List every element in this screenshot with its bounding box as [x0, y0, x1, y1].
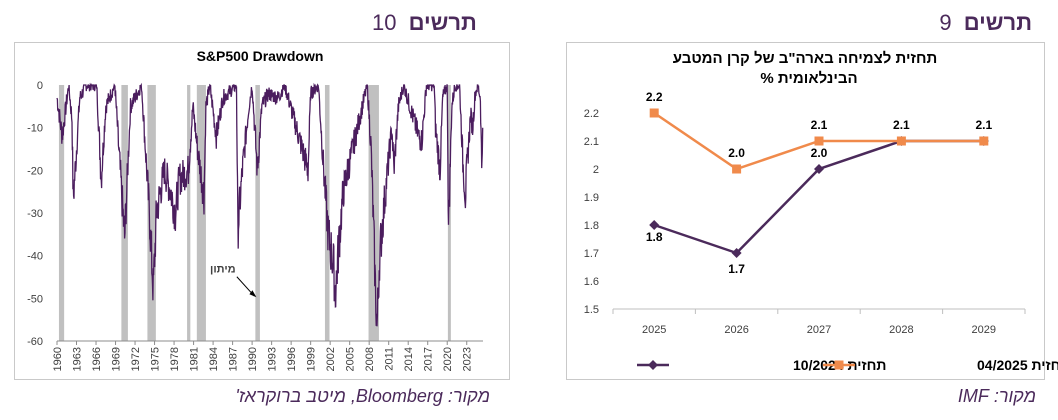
imf-y-tick-label-7: 1.5: [584, 304, 599, 316]
x-tick-label-4: 1972: [130, 347, 142, 371]
y-tick-label-6: -60: [27, 336, 43, 348]
x-tick-label-12: 1996: [286, 347, 298, 371]
x-tick-label-5: 1975: [150, 347, 162, 371]
imf-forecast-chart: תחזית לצמיחה בארה"ב של קרן המטבע הבינלאומ…: [584, 50, 1058, 373]
chart-10-heading-word: תרשים: [408, 10, 477, 35]
x-tick-label-21: 2023: [462, 347, 474, 371]
y-tick-label-2: -20: [27, 165, 43, 177]
imf-y-tick-label-1: 2.1: [584, 136, 599, 148]
imf-data-label-1-2: 2.1: [811, 118, 828, 132]
imf-y-tick-label-3: 1.9: [584, 192, 599, 204]
imf-point-2024-0: [649, 220, 660, 230]
chart-9-heading: תרשים 9: [939, 10, 1032, 36]
drawdown-chart-title: S&P500 Drawdown: [197, 48, 324, 64]
imf-x-tick-label-0: 2025: [642, 324, 666, 336]
recession-band-3: [187, 85, 191, 341]
x-tick-label-8: 1984: [208, 347, 220, 371]
x-tick-label-10: 1990: [247, 347, 259, 371]
x-tick-label-19: 2017: [423, 347, 435, 371]
imf-data-label-0-0: 1.8: [646, 230, 663, 244]
recession-band-5: [255, 85, 260, 341]
chart-9-heading-word: תרשים: [963, 10, 1032, 35]
recession-annotation: מיתון: [210, 264, 236, 276]
imf-y-tick-label-2: 2: [593, 164, 599, 176]
imf-data-label-0-1: 1.7: [728, 262, 745, 276]
imf-x-tick-label-2: 2027: [807, 324, 831, 336]
imf-forecast-chart-panel: תחזית לצמיחה בארה"ב של קרן המטבע הבינלאומ…: [566, 42, 1058, 380]
imf-point-2025-1: [732, 164, 742, 174]
x-tick-label-14: 2002: [325, 347, 337, 371]
x-tick-label-7: 1981: [189, 347, 201, 371]
imf-data-label-1-4: 2.1: [975, 118, 992, 132]
drawdown-chart: S&P500 Drawdown 0 -10 -20 -30 -40 -50 -60 1960 19…: [27, 48, 484, 371]
drawdown-chart-panel: S&P500 Drawdown 0 -10 -20 -30 -40 -50 -60 1960 19…: [14, 42, 510, 380]
chart-10-heading-number: 10: [372, 10, 397, 35]
imf-y-tick-label-6: 1.6: [584, 276, 599, 288]
recession-band-8: [447, 85, 451, 341]
x-tick-label-18: 2014: [403, 347, 415, 371]
chart-10-source: מקור: Bloomberg, מיטב ברוקראז': [235, 386, 490, 406]
x-tick-label-6: 1978: [169, 347, 181, 371]
chart-9-heading-number: 9: [939, 10, 952, 35]
imf-y-tick-label-0: 2.2: [584, 108, 599, 120]
imf-point-2025-3: [896, 136, 906, 146]
y-tick-label-4: -40: [27, 251, 43, 263]
imf-data-label-1-3: 2.1: [893, 118, 910, 132]
recession-band-2: [147, 85, 156, 341]
x-tick-label-17: 2011: [384, 347, 396, 371]
drawdown-series-line: [56, 82, 484, 327]
legend-2024-swatch-marker: [648, 360, 658, 370]
imf-point-2025-4: [979, 136, 989, 146]
recession-band-0: [58, 85, 65, 341]
imf-point-2025-0: [649, 108, 659, 118]
chart-9-source: מקור: IMF: [957, 386, 1036, 406]
imf-chart-title-line-1: תחזית לצמיחה בארה"ב של קרן המטבע: [673, 50, 937, 67]
imf-x-tick-label-3: 2028: [889, 324, 913, 336]
imf-y-tick-label-4: 1.8: [584, 220, 599, 232]
x-tick-label-1: 1963: [72, 347, 84, 371]
y-tick-label-0: 0: [37, 80, 43, 92]
imf-data-label-1-1: 2.0: [728, 146, 745, 160]
y-tick-label-1: -10: [27, 123, 43, 135]
imf-chart-title-line-2: הבינלאומית %: [760, 70, 857, 87]
legend-2025-swatch-marker: [834, 360, 844, 370]
x-tick-label-11: 1993: [267, 347, 279, 371]
chart-10-heading: תרשים 10: [372, 10, 477, 36]
y-tick-label-5: -50: [27, 293, 43, 305]
imf-point-2024-2: [814, 164, 824, 174]
x-tick-label-0: 1960: [52, 347, 64, 371]
imf-data-label-1-0: 2.2: [646, 90, 663, 104]
x-tick-label-15: 2005: [345, 347, 357, 371]
recession-band-4: [196, 85, 206, 341]
x-tick-label-20: 2020: [442, 347, 454, 371]
legend-2025-label: תחזית 04/2025: [977, 357, 1058, 373]
imf-y-tick-label-5: 1.7: [584, 248, 599, 260]
imf-x-tick-label-1: 2026: [724, 324, 748, 336]
x-tick-label-2: 1966: [91, 347, 103, 371]
annotation-arrowhead: [249, 290, 257, 298]
x-tick-label-3: 1969: [111, 347, 123, 371]
imf-point-2025-2: [814, 136, 824, 146]
x-tick-label-13: 1999: [306, 347, 318, 371]
imf-point-2024-1: [731, 248, 742, 258]
x-tick-label-16: 2008: [364, 347, 376, 371]
y-tick-label-3: -30: [27, 208, 43, 220]
imf-x-tick-label-4: 2029: [972, 324, 996, 336]
x-tick-label-9: 1987: [228, 347, 240, 371]
imf-data-label-0-2: 2.0: [811, 146, 828, 160]
